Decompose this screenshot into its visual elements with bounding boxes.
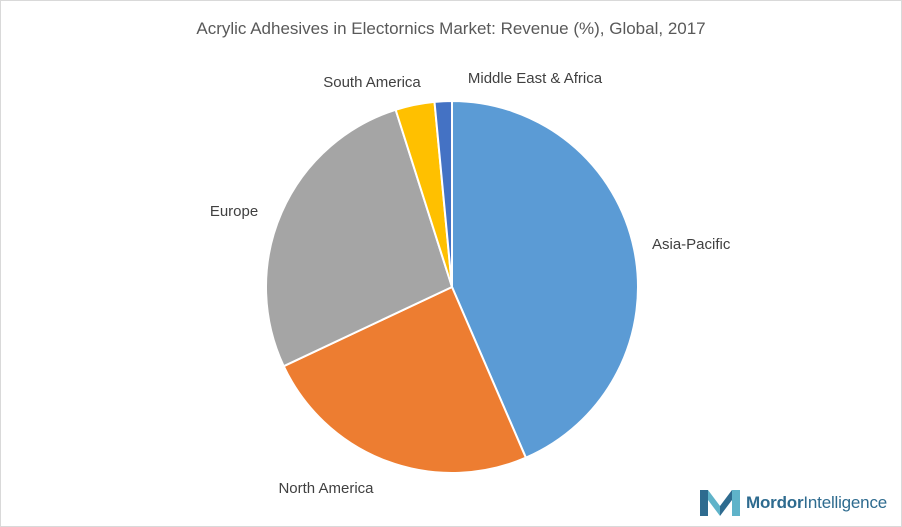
slice-label-south-america: South America [323, 74, 421, 91]
logo-text-bold: Mordor [746, 493, 804, 512]
slice-label-europe: Europe [210, 203, 258, 220]
slice-labels: Asia-Pacific North America Europe South Ame… [210, 70, 731, 497]
logo-text-regular: Intelligence [803, 493, 887, 512]
pie-slice-asia-pacific [451, 100, 639, 459]
pie-slice-north-america [282, 286, 527, 474]
slice-label-asia-pacific: Asia-Pacific [652, 236, 731, 253]
chart-title: Acrylic Adhesives in Electornics Market:… [196, 19, 706, 38]
pie-slice-middle-east-africa [433, 100, 453, 288]
pie-slices [265, 100, 639, 474]
mordor-intelligence-logo: MordorIntelligence [700, 489, 887, 517]
pie-slice-europe [265, 108, 453, 368]
slice-label-middle-east-africa: Middle East & Africa [468, 70, 603, 87]
slice-label-north-america: North America [278, 480, 374, 497]
mordor-intelligence-logo-icon [700, 490, 741, 516]
